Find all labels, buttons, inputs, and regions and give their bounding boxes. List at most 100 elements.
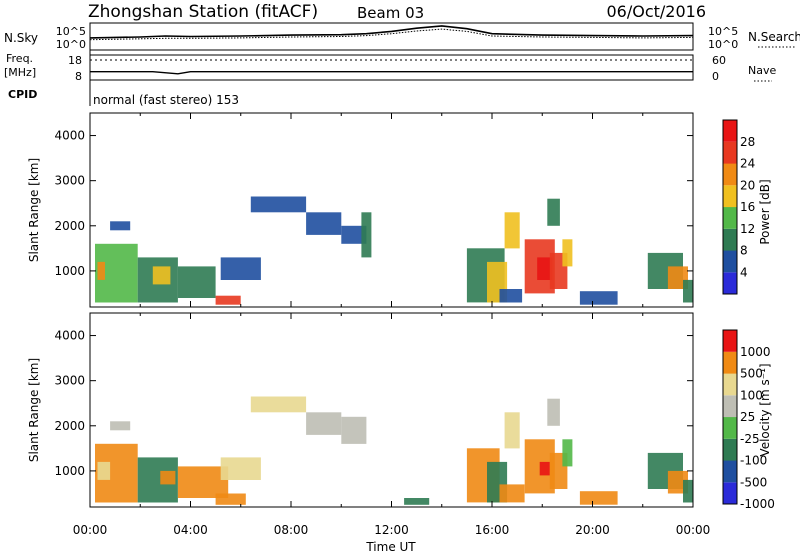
power-region-20 [562, 239, 573, 267]
nave-tick-top: 60 [712, 54, 726, 67]
power-region-24 [683, 279, 693, 303]
velocity-colorbar-tick: -500 [740, 475, 767, 489]
noise-series-nsky [89, 25, 694, 39]
velocity-region-19 [547, 398, 560, 426]
y-tick-label: 1000 [54, 464, 85, 478]
velocity-region-23 [667, 470, 688, 494]
power-region-19 [547, 198, 560, 226]
velocity-colorbar-segment [723, 330, 737, 352]
power-region-21 [579, 291, 618, 305]
velocity-y-label: Slant Range [km] [27, 358, 41, 462]
power-colorbar-frame [722, 119, 738, 295]
y-tick-label: 3000 [54, 174, 85, 188]
velocity-region-4 [160, 470, 176, 485]
freq-series [90, 70, 693, 75]
power-cells-layer [95, 196, 693, 305]
power-colorbar-tick: 4 [740, 265, 748, 279]
beam-label: Beam 03 [357, 4, 424, 22]
y-tick-label: 2000 [54, 219, 85, 233]
velocity-region-2 [110, 421, 131, 431]
power-region-14 [499, 289, 523, 303]
power-colorbar-segment [723, 185, 737, 208]
noise-series-layer [89, 25, 694, 41]
velocity-colorbar-segment [723, 438, 737, 461]
velocity-colorbar-tick: 1000 [740, 345, 771, 359]
cpid-value: normal (fast stereo) 153 [93, 93, 239, 107]
power-region-1 [97, 261, 105, 280]
velocity-colorbar-label: Velocity [m s⁻¹] [758, 363, 772, 456]
velocity-colorbar-segment [723, 417, 737, 439]
velocity-region-7 [220, 457, 261, 480]
x-tick-label: 20:00 [575, 523, 610, 537]
velocity-colorbar-segment [723, 482, 737, 505]
y-tick-label: 4000 [54, 129, 85, 143]
velocity-region-6 [215, 493, 246, 505]
velocity-colorbar-segment [723, 395, 737, 418]
power-colorbar-segment [723, 120, 737, 142]
power-colorbar-segment [723, 272, 737, 295]
velocity-region-17 [539, 461, 550, 476]
freq-tick-top: 18 [68, 54, 82, 67]
velocity-colorbar-tick: -1000 [740, 497, 775, 511]
power-region-4 [152, 266, 171, 285]
freq-panel-frame [89, 54, 694, 81]
power-region-2 [110, 221, 131, 231]
velocity-region-24 [683, 479, 693, 503]
y-tick-label: 2000 [54, 419, 85, 433]
y-tick-label: 4000 [54, 329, 85, 343]
velocity-region-5 [177, 466, 229, 498]
power-region-6 [215, 295, 241, 305]
velocity-region-10 [341, 416, 367, 444]
freq-label-line1: Freq. [6, 52, 33, 65]
noise-tick-right-bottom: 10^0 [708, 38, 738, 51]
noise-tick-left-top: 10^5 [56, 25, 86, 38]
cpid-label: CPID [8, 88, 37, 101]
nsky-label: N.Sky [4, 31, 38, 45]
power-colorbar-segment [723, 250, 737, 273]
freq-tick-bottom: 8 [75, 70, 82, 83]
power-region-11 [361, 212, 372, 258]
x-tick-label: 08:00 [274, 523, 309, 537]
power-colorbar-tick: 28 [740, 135, 755, 149]
y-tick-label: 3000 [54, 374, 85, 388]
power-region-8 [250, 196, 307, 213]
power-region-7 [220, 257, 261, 280]
power-colorbar-segment [723, 141, 737, 164]
power-colorbar-tick: 16 [740, 200, 755, 214]
x-tick-label: 00:00 [73, 523, 108, 537]
power-region-10 [341, 225, 367, 244]
power-region-9 [306, 212, 342, 235]
power-colorbar-tick: 8 [740, 244, 748, 258]
y-tick-label: 1000 [54, 264, 85, 278]
velocity-region-8 [250, 396, 307, 413]
power-colorbar-segment [723, 163, 737, 186]
nave-label: Nave [748, 64, 776, 77]
noise-tick-left-bottom: 10^0 [56, 38, 86, 51]
power-colorbar: 28 24 20 16 12 8 4 [722, 119, 755, 295]
velocity-region-1 [97, 461, 111, 480]
velocity-region-14 [499, 484, 525, 503]
power-colorbar-tick: 20 [740, 178, 755, 192]
freq-series-layer [90, 59, 693, 75]
noise-tick-right-top: 10^5 [708, 25, 738, 38]
date-label: 06/Oct/2016 [606, 2, 706, 21]
x-axis-label: Time UT [365, 540, 416, 554]
velocity-colorbar: 1000 500 100 25 -25 -100 -500 -1000 [722, 329, 775, 511]
velocity-axis: 4000 3000 2000 1000 00:00 04:00 08:00 12:00 16:0… [54, 313, 710, 537]
power-region-17 [537, 257, 553, 280]
velocity-colorbar-frame [722, 329, 738, 505]
power-colorbar-label: Power [dB] [758, 179, 772, 244]
freq-label-line2: [MHz] [4, 66, 36, 79]
power-colorbar-segment [723, 207, 737, 229]
velocity-region-9 [306, 412, 342, 435]
power-region-15 [504, 212, 520, 249]
power-colorbar-tick: 24 [740, 157, 755, 171]
nsearch-label: N.Search [748, 30, 800, 44]
station-title: Zhongshan Station (fitACF) [88, 2, 318, 22]
power-region-23 [667, 266, 688, 289]
power-region-5 [177, 266, 216, 298]
velocity-colorbar-tick: 500 [740, 367, 763, 381]
velocity-colorbar-segment [723, 373, 737, 396]
power-axis: 4000 3000 2000 1000 [54, 113, 694, 307]
